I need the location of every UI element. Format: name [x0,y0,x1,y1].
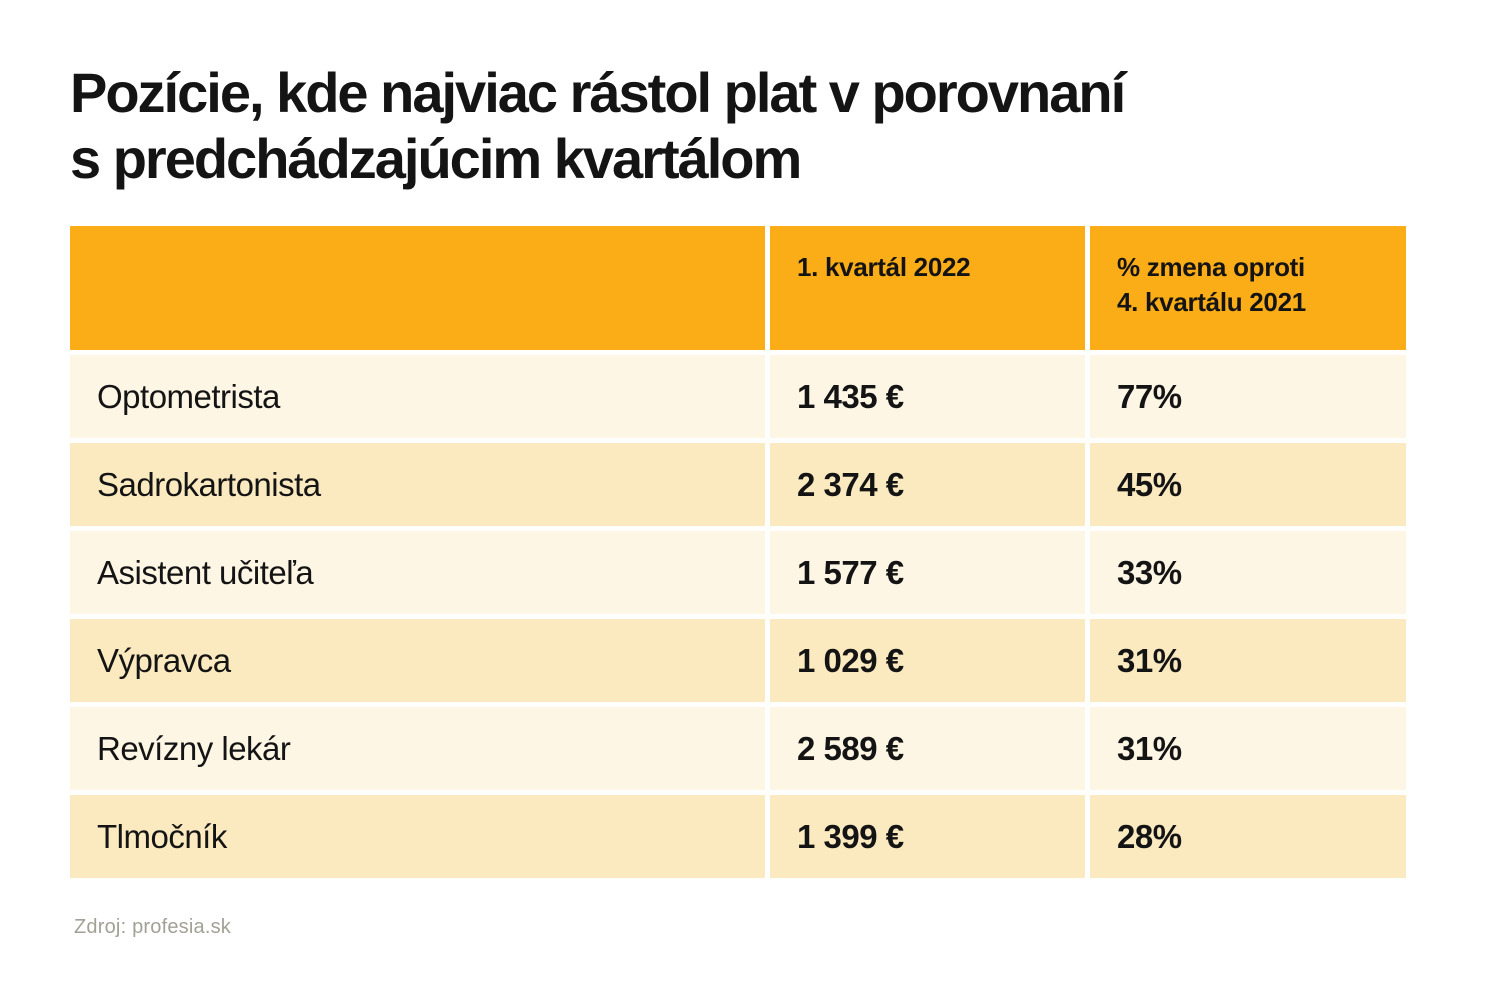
header-cell-change: % zmena oproti 4. kvartálu 2021 [1090,226,1406,350]
position-cell: Revízny lekár [70,707,765,790]
page-title-line2: s predchádzajúcim kvartálom [70,127,802,191]
salary-cell: 1 435 € [770,355,1085,438]
header-cell-position [70,226,765,350]
source-note: Zdroj: profesia.sk [74,916,231,938]
page-title: Pozície, kde najviac rástol plat v porov… [70,60,1410,192]
change-cell: 33% [1090,531,1406,614]
salary-cell: 2 374 € [770,443,1085,526]
header-cell-change-line1: % zmena oproti [1117,252,1305,282]
salary-cell: 1 399 € [770,795,1085,878]
change-cell: 28% [1090,795,1406,878]
position-cell: Tlmočník [70,795,765,878]
change-cell: 31% [1090,619,1406,702]
header-cell-quarter: 1. kvartál 2022 [770,226,1085,350]
salary-cell: 2 589 € [770,707,1085,790]
page-title-line1: Pozície, kde najviac rástol plat v porov… [70,61,1126,124]
position-cell: Asistent učiteľa [70,531,765,614]
salary-cell: 1 577 € [770,531,1085,614]
change-cell: 45% [1090,443,1406,526]
position-cell: Optometrista [70,355,765,438]
salary-table: 1. kvartál 2022 % zmena oproti 4. kvartál… [70,226,1406,878]
position-cell: Výpravca [70,619,765,702]
header-cell-change-line2: 4. kvartálu 2021 [1117,287,1306,318]
position-cell: Sadrokartonista [70,443,765,526]
salary-cell: 1 029 € [770,619,1085,702]
change-cell: 77% [1090,355,1406,438]
change-cell: 31% [1090,707,1406,790]
